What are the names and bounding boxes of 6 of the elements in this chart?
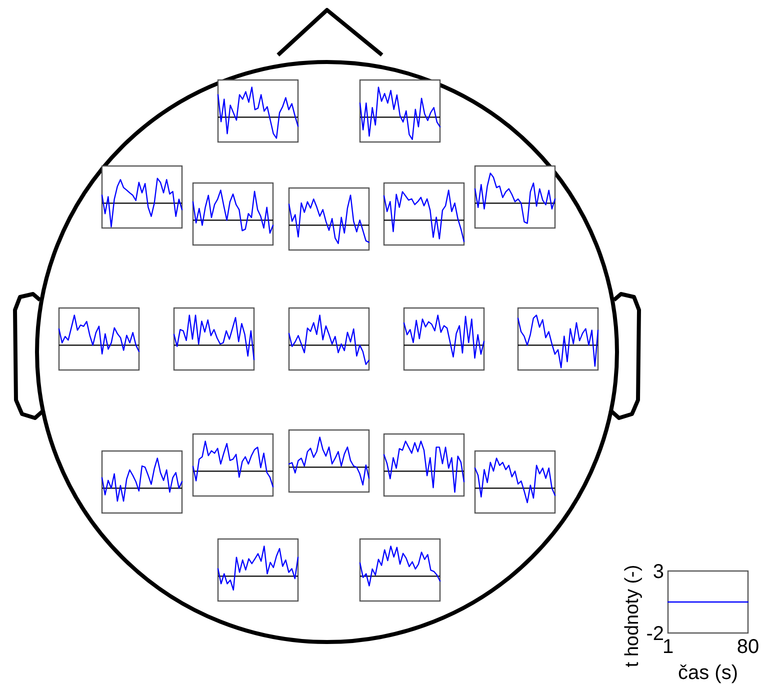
y-tick-label: -2 bbox=[646, 623, 664, 645]
x-tick-label: 80 bbox=[736, 636, 760, 658]
y-tick-label: 3 bbox=[652, 561, 664, 583]
y-axis-title: t hodnoty (-) bbox=[622, 564, 643, 668]
x-axis-title: čas (s) bbox=[678, 662, 738, 684]
x-tick-label: 1 bbox=[662, 636, 674, 658]
